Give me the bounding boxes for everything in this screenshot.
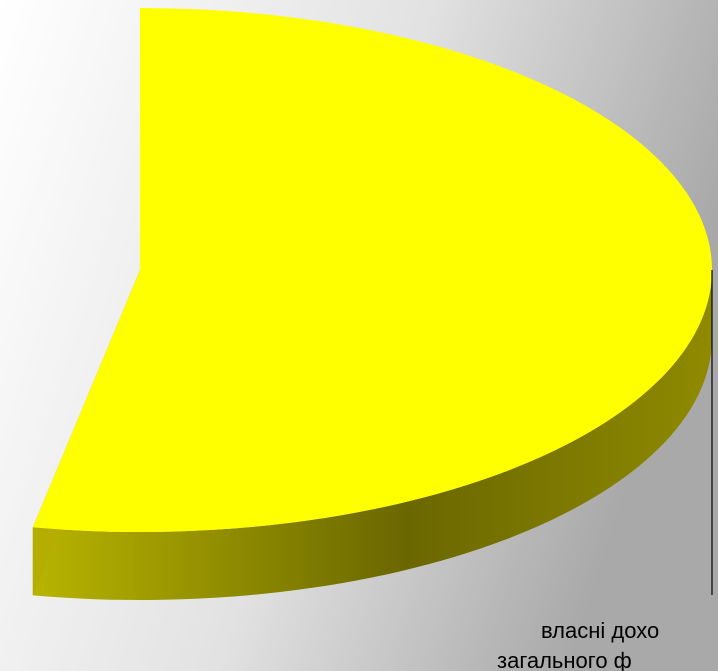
slice [32, 8, 712, 532]
slice-label: загального ф [497, 648, 632, 671]
labels: власні дохо загального ф [497, 270, 713, 671]
slice-label: власні дохо [541, 618, 659, 643]
pie [32, 8, 713, 600]
slice-side [32, 270, 713, 600]
